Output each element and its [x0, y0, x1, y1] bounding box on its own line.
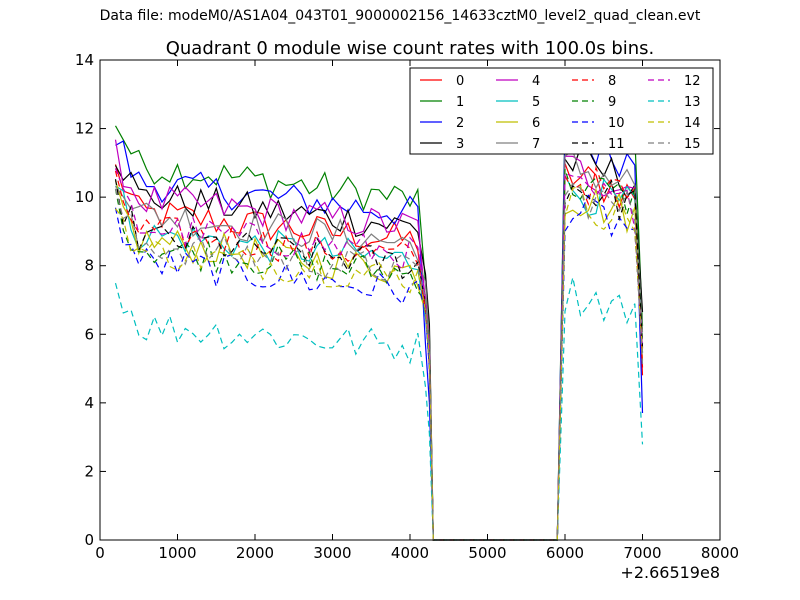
chart-title: Quadrant 0 module wise count rates with …: [166, 38, 655, 59]
legend-label-13: 13: [684, 95, 701, 110]
legend-label-12: 12: [684, 74, 701, 89]
legend-label-7: 7: [532, 137, 540, 152]
legend-label-10: 10: [608, 116, 625, 131]
y-tick-label: 12: [75, 120, 94, 138]
legend-label-4: 4: [532, 74, 540, 89]
x-tick-label: 8000: [701, 544, 739, 562]
y-tick-label: 4: [84, 394, 94, 412]
x-tick-label: 0: [95, 544, 105, 562]
legend-label-0: 0: [456, 74, 464, 89]
y-tick-label: 6: [84, 325, 94, 343]
x-tick-label: 1000: [158, 544, 196, 562]
x-tick-label: 2000: [236, 544, 274, 562]
legend-label-11: 11: [608, 137, 625, 152]
legend-label-8: 8: [608, 74, 616, 89]
x-tick-label: 7000: [623, 544, 661, 562]
legend-box: [409, 67, 714, 155]
series-line-11: [114, 179, 644, 541]
y-tick-label: 2: [84, 462, 94, 480]
plot-area: [114, 96, 644, 541]
x-tick-label: 3000: [313, 544, 351, 562]
axes: 0 1000 2000 3000 4000 5000 6000 7000 80000246810…: [75, 51, 739, 562]
series-line-13: [114, 277, 644, 541]
x-offset-label: +2.66519e8: [620, 563, 720, 582]
series-line-12: [114, 168, 644, 541]
y-tick-label: 8: [84, 257, 94, 275]
y-tick-label: 0: [84, 531, 94, 549]
series-line-4: [114, 139, 644, 541]
legend-label-2: 2: [456, 116, 464, 131]
legend-label-14: 14: [684, 116, 701, 131]
legend-label-3: 3: [456, 137, 464, 152]
legend-label-6: 6: [532, 116, 540, 131]
y-tick-label: 14: [75, 51, 94, 69]
y-tick-label: 10: [75, 188, 94, 206]
figure-suptitle: Data file: modeM0/AS1A04_043T01_90000021…: [99, 8, 701, 24]
legend-label-1: 1: [456, 95, 464, 110]
x-tick-label: 5000: [468, 544, 506, 562]
series-line-9: [114, 169, 644, 541]
legend-label-15: 15: [684, 137, 701, 152]
legend-label-5: 5: [532, 95, 540, 110]
series-line-15: [114, 182, 644, 541]
x-tick-label: 4000: [391, 544, 429, 562]
series-line-14: [115, 185, 644, 541]
series-line-1: [114, 96, 644, 541]
x-tick-label: 6000: [546, 544, 584, 562]
legend-label-9: 9: [608, 95, 616, 110]
